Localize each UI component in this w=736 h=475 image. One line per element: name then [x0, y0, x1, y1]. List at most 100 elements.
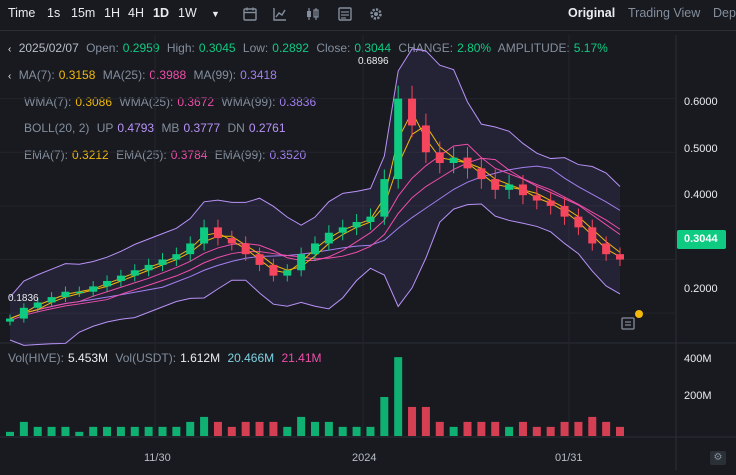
wma7-label: WMA(7):	[24, 95, 72, 109]
candle-body	[47, 297, 56, 303]
candle-body	[366, 216, 375, 222]
high-value: 0.3045	[198, 41, 236, 55]
volume-bar	[144, 426, 153, 436]
boll-upper-line	[9, 48, 621, 298]
interval-1d[interactable]: 1D	[153, 6, 169, 20]
candle-body	[130, 270, 139, 276]
settings-gear-icon[interactable]: ⚙	[710, 451, 726, 465]
date-axis-tick: 2024	[352, 452, 377, 464]
boll-mb-label: MB	[161, 121, 180, 135]
candle-body	[338, 227, 347, 233]
candle-body	[213, 227, 222, 239]
ma7-value: 0.3158	[58, 68, 96, 82]
ma99-line	[9, 165, 621, 320]
interval-1s[interactable]: 1s	[47, 6, 61, 20]
interval-1h[interactable]: 1H	[104, 6, 120, 20]
settings-gear-icon[interactable]	[368, 6, 384, 22]
ema7-value: 0.3212	[72, 148, 109, 162]
layout-icon[interactable]	[337, 6, 353, 22]
vol-ma1-value: 20.466M	[227, 351, 275, 365]
wma99-value: 0.3836	[279, 95, 317, 109]
candle-body	[158, 259, 167, 265]
volume-bar	[574, 421, 583, 436]
volume-bar	[213, 421, 222, 436]
boll-up-value: 0.4793	[117, 121, 155, 135]
ohlc-legend: ‹ 2025/02/07 Open: 0.2959 High: 0.3045 Low…	[8, 41, 612, 55]
view-original-tab[interactable]: Original	[568, 6, 616, 20]
volume-bar	[408, 406, 417, 436]
interval-4h[interactable]: 4H	[128, 6, 144, 20]
ema99-label: EMA(99):	[214, 148, 266, 162]
ema-legend: EMA(7): 0.3212 EMA(25): 0.3784 EMA(99): 0.3…	[24, 148, 310, 162]
indicator-icon[interactable]	[272, 6, 288, 22]
candle-body	[61, 291, 70, 298]
candle-type-icon[interactable]	[305, 6, 321, 22]
candle-body	[283, 270, 292, 276]
time-button[interactable]: Time	[8, 6, 36, 20]
ema99-value: 0.3520	[269, 148, 307, 162]
candle-body	[352, 222, 361, 228]
candle-body	[602, 243, 611, 255]
boll-up-label: UP	[96, 121, 114, 135]
candle-body	[435, 152, 444, 163]
volume-bar	[61, 426, 70, 436]
candle-body	[186, 243, 195, 255]
volume-bar	[116, 426, 125, 436]
boll-band-fill	[10, 48, 620, 346]
collapse-icon[interactable]: ‹	[8, 71, 12, 82]
volume-bar	[158, 426, 167, 436]
boll-label: BOLL(20, 2)	[24, 121, 90, 135]
ma25-line	[9, 143, 621, 320]
volume-axis-tick: 400M	[684, 353, 712, 365]
volume-bar	[6, 431, 14, 436]
candle-body	[311, 243, 319, 255]
volume-bar	[186, 421, 195, 436]
vol-ma2-value: 21.41M	[281, 351, 322, 365]
volume-bar	[338, 426, 347, 436]
ma99-label: MA(99):	[193, 68, 237, 82]
volume-bar	[546, 426, 555, 436]
candle-body	[6, 318, 14, 322]
candle-body	[408, 98, 417, 126]
volume-axis-tick: 200M	[684, 390, 712, 402]
collapse-icon[interactable]: ‹	[8, 44, 12, 55]
boll-dn-value: 0.2761	[248, 121, 286, 135]
candle-body	[269, 264, 278, 276]
amplitude-value: 5.17%	[573, 41, 608, 55]
candle-body	[491, 179, 500, 190]
low-marker-label: 0.1836	[8, 293, 39, 304]
volume-bar	[352, 426, 361, 436]
interval-15m[interactable]: 15m	[71, 6, 96, 20]
volume-bar	[283, 426, 292, 436]
calendar-icon[interactable]	[242, 6, 258, 22]
volume-bar	[532, 426, 541, 436]
screenshot-button[interactable]	[620, 315, 638, 331]
change-value: 2.80%	[457, 41, 492, 55]
wma25-label: WMA(25):	[119, 95, 174, 109]
view-depth-tab[interactable]: Dep	[713, 6, 736, 20]
ema7-label: EMA(7):	[24, 148, 69, 162]
volume-bar	[560, 421, 569, 436]
candle-body	[616, 254, 624, 260]
candle-body	[75, 291, 84, 294]
candle-body	[588, 227, 597, 244]
close-label: Close:	[316, 41, 351, 55]
candle-body	[172, 254, 181, 260]
date-axis-tick: 01/31	[555, 452, 583, 464]
volume-bar	[324, 421, 333, 436]
volume-bar	[491, 421, 500, 436]
volume-bar	[89, 426, 98, 436]
volume-bar	[380, 396, 389, 436]
vol-usdt-label: Vol(USDT):	[115, 351, 177, 365]
wma-legend: WMA(7): 0.3086 WMA(25): 0.3672 WMA(99): 0.3…	[24, 95, 320, 109]
volume-bar	[19, 421, 28, 436]
volume-bar	[421, 406, 430, 436]
more-intervals-icon[interactable]: ▼	[211, 9, 220, 19]
interval-1w[interactable]: 1W	[178, 6, 197, 20]
volume-bar	[394, 357, 403, 436]
volume-bar	[616, 426, 624, 436]
chart-toolbar: Time 1s 15m 1H 4H 1D 1W ▼ Original Tradi…	[0, 0, 736, 31]
view-tradingview-tab[interactable]: Trading View	[628, 6, 701, 20]
ma7-label: MA(7):	[18, 68, 55, 82]
candle-body	[380, 179, 389, 217]
